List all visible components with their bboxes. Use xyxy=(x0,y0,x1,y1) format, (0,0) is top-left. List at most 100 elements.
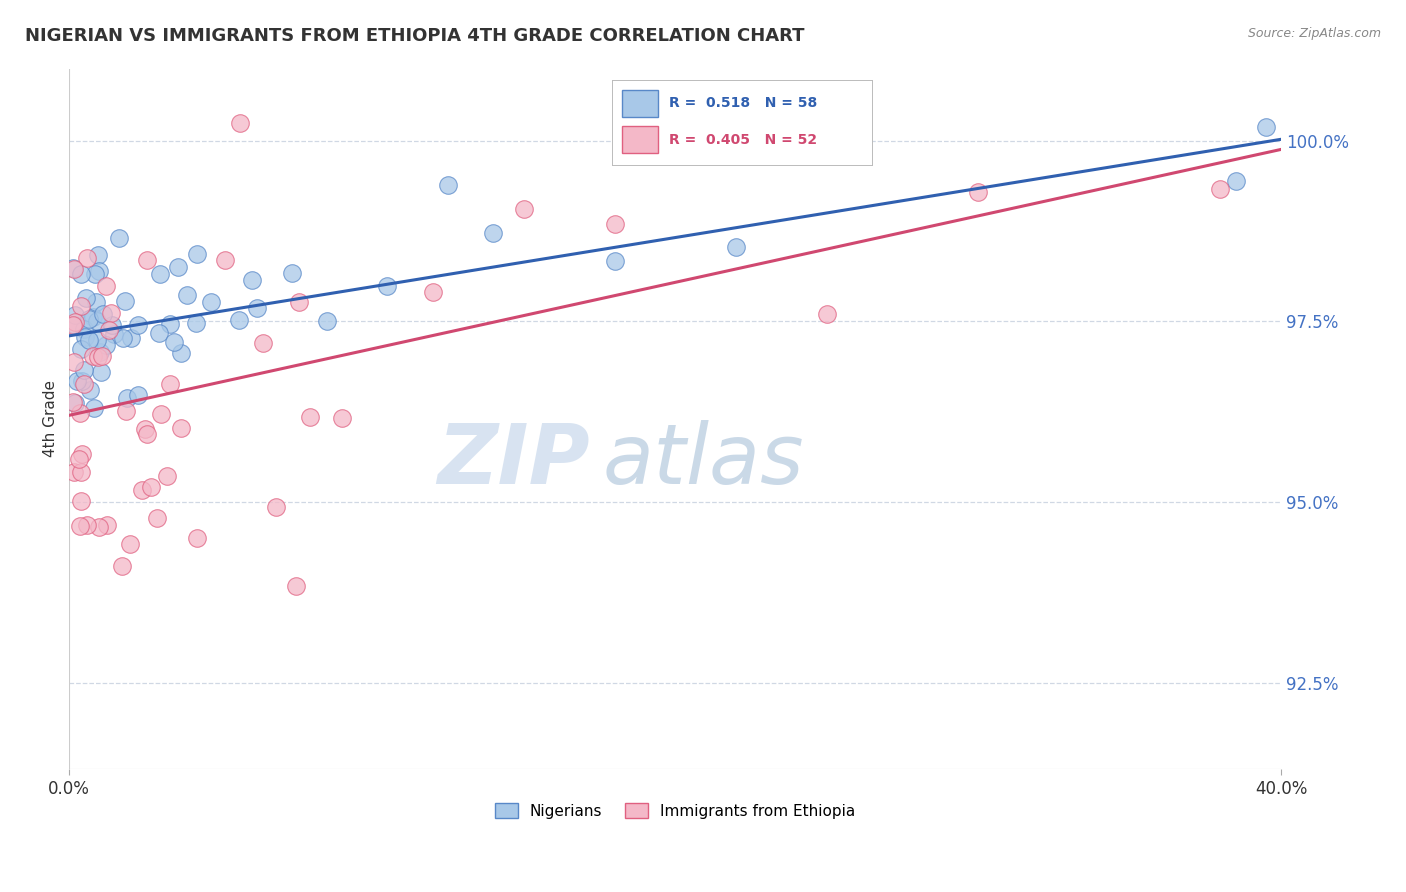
Point xyxy=(87,520,110,534)
Point xyxy=(724,239,747,253)
Point xyxy=(82,349,104,363)
Point xyxy=(246,301,269,316)
Point xyxy=(228,313,250,327)
Point xyxy=(118,537,141,551)
FancyBboxPatch shape xyxy=(621,126,658,153)
Point xyxy=(67,452,90,467)
Point xyxy=(94,338,117,352)
Point xyxy=(66,375,89,389)
Point xyxy=(83,401,105,415)
Point xyxy=(86,248,108,262)
Point xyxy=(75,291,97,305)
Point xyxy=(63,396,86,410)
Text: ZIP: ZIP xyxy=(437,420,591,501)
Point xyxy=(159,317,181,331)
Point xyxy=(76,252,98,266)
Point xyxy=(298,410,321,425)
Point xyxy=(1254,120,1277,134)
Point xyxy=(186,531,208,545)
Point xyxy=(115,404,138,418)
Point xyxy=(330,411,353,425)
Point xyxy=(73,377,96,392)
Point xyxy=(1225,174,1247,188)
Point xyxy=(315,314,337,328)
Point xyxy=(186,247,208,261)
Legend: Nigerians, Immigrants from Ethiopia: Nigerians, Immigrants from Ethiopia xyxy=(488,797,862,825)
Point xyxy=(200,295,222,310)
Point xyxy=(91,307,114,321)
FancyBboxPatch shape xyxy=(621,89,658,117)
Point xyxy=(146,510,169,524)
Point xyxy=(77,334,100,348)
Point xyxy=(163,335,186,350)
Point xyxy=(69,465,91,479)
Point xyxy=(117,391,139,405)
Point xyxy=(127,388,149,402)
Point xyxy=(63,355,86,369)
Point xyxy=(62,318,84,333)
Point xyxy=(240,272,263,286)
Point xyxy=(120,331,142,345)
Point xyxy=(815,307,838,321)
Point xyxy=(422,285,444,299)
Point xyxy=(63,465,86,479)
Point xyxy=(62,395,84,409)
Point xyxy=(86,314,108,328)
Point xyxy=(1209,182,1232,196)
Point xyxy=(76,518,98,533)
Point xyxy=(176,288,198,302)
Point xyxy=(285,578,308,592)
Point xyxy=(89,264,111,278)
Point xyxy=(69,267,91,281)
Point xyxy=(114,293,136,308)
Point xyxy=(136,426,159,441)
Point xyxy=(170,346,193,360)
Point xyxy=(131,483,153,497)
Point xyxy=(69,405,91,419)
Point xyxy=(69,519,91,533)
Point xyxy=(63,318,86,333)
Point xyxy=(69,493,91,508)
Point xyxy=(101,318,124,332)
Text: atlas: atlas xyxy=(602,420,804,501)
Point xyxy=(111,331,134,345)
Point xyxy=(167,260,190,274)
Text: Source: ZipAtlas.com: Source: ZipAtlas.com xyxy=(1247,27,1381,40)
Point xyxy=(967,185,990,199)
Point xyxy=(62,260,84,275)
Point xyxy=(65,315,87,329)
Y-axis label: 4th Grade: 4th Grade xyxy=(44,380,58,458)
Point xyxy=(149,407,172,421)
Point xyxy=(136,253,159,268)
Point xyxy=(63,308,86,322)
Point xyxy=(94,279,117,293)
Point xyxy=(288,294,311,309)
Point xyxy=(148,326,170,340)
Point xyxy=(603,254,626,268)
Point xyxy=(79,383,101,397)
Point xyxy=(159,376,181,391)
Point xyxy=(512,202,534,216)
Point xyxy=(264,500,287,515)
Point xyxy=(90,365,112,379)
Point xyxy=(69,299,91,313)
Point xyxy=(603,217,626,231)
Point xyxy=(73,330,96,344)
Point xyxy=(72,446,94,460)
Point xyxy=(252,336,274,351)
Text: NIGERIAN VS IMMIGRANTS FROM ETHIOPIA 4TH GRADE CORRELATION CHART: NIGERIAN VS IMMIGRANTS FROM ETHIOPIA 4TH… xyxy=(25,27,804,45)
Point xyxy=(77,312,100,326)
Point xyxy=(134,422,156,436)
Point xyxy=(149,267,172,281)
Point xyxy=(214,253,236,268)
Point xyxy=(139,479,162,493)
Point xyxy=(184,316,207,330)
Point xyxy=(437,178,460,192)
Point xyxy=(84,268,107,282)
Point xyxy=(111,558,134,573)
Point xyxy=(229,116,252,130)
Point xyxy=(82,310,104,324)
Point xyxy=(127,318,149,333)
Point xyxy=(375,279,398,293)
Point xyxy=(86,350,108,364)
